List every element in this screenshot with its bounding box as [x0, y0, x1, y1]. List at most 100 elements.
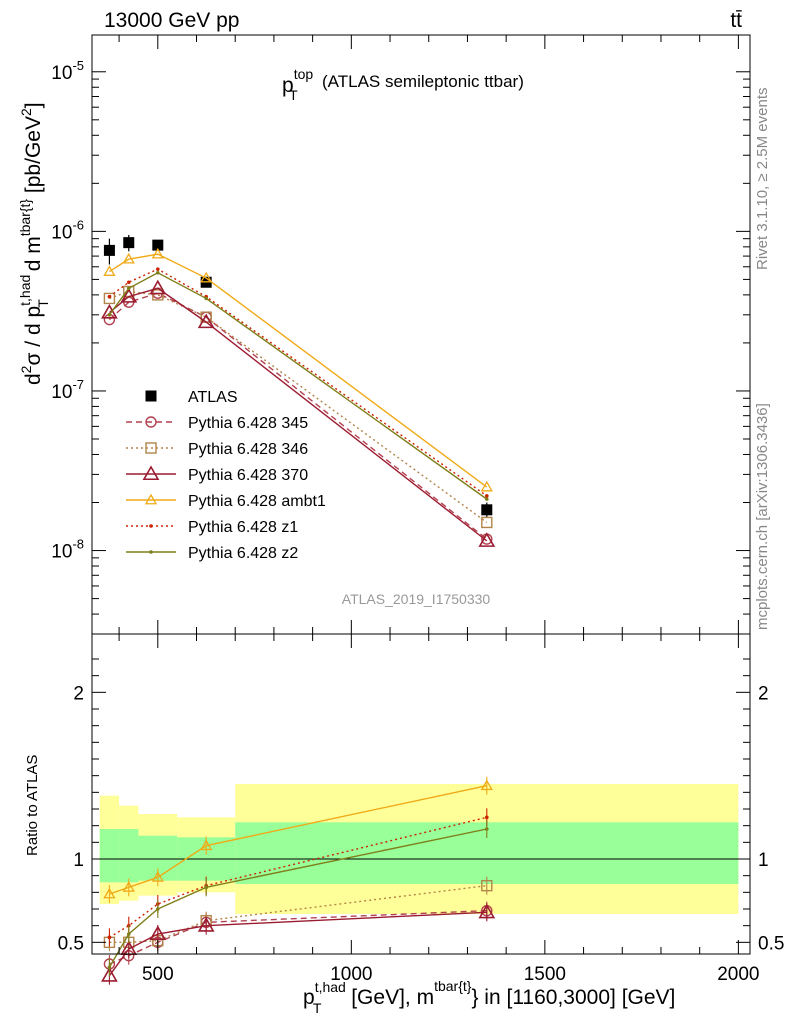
legend-label-p370: Pythia 6.428 370 — [188, 467, 308, 484]
ratio-y-tick-label-right-0.5: 0.5 — [758, 933, 784, 954]
marker-z1-0 — [107, 294, 112, 299]
marker-ATLAS-4 — [481, 504, 493, 516]
legend-label-p346: Pythia 6.428 346 — [188, 441, 308, 458]
marker-p370-4 — [478, 532, 496, 547]
ratio-series-z2 — [107, 820, 489, 977]
legend-marker-p346 — [145, 442, 157, 454]
series-p346 — [103, 285, 493, 529]
marker-p370-2 — [149, 279, 167, 295]
marker-z2-3 — [204, 296, 208, 301]
legend-marker-p345 — [145, 416, 157, 428]
ratio-marker-ambt1-1 — [122, 881, 135, 892]
axes-ticks: 500 1000 1500 2000 10-8 10-7 10-6 10-5 0.5 0.5 1 1 2… — [51, 35, 784, 985]
ratio-marker-z1-4 — [485, 815, 489, 820]
ratio-line-p345 — [109, 909, 487, 965]
legend-entry-z1: Pythia 6.428 z1 — [126, 519, 298, 536]
marker-p346-0 — [103, 292, 116, 305]
plot-title: ptop T — [282, 66, 313, 103]
marker-z2-1 — [126, 286, 131, 291]
ratio-y-tick-label-right-2: 2 — [758, 683, 769, 704]
main-y-tick-label--7: 10-7 — [51, 377, 84, 403]
series-p370 — [101, 279, 496, 547]
legend-label-p345: Pythia 6.428 345 — [188, 415, 308, 432]
ratio-line-z1 — [109, 816, 487, 938]
marker-z2-0 — [107, 313, 112, 317]
marker-ATLAS-0 — [103, 244, 115, 256]
series-line-p346 — [109, 290, 488, 524]
ratio-marker-p370-4 — [478, 903, 496, 919]
ratio-marker-z2-3 — [204, 885, 208, 890]
analysis-id-label: ATLAS_2019_I1750330 — [342, 591, 491, 607]
ratio-marker-ambt1-2 — [151, 871, 164, 882]
ratio-marker-z2-0 — [107, 965, 112, 970]
ratio-line-p346 — [109, 884, 487, 944]
ratio-series-ambt1 — [103, 776, 493, 903]
ratio-marker-z2-1 — [126, 932, 131, 936]
marker-p370-1 — [120, 288, 138, 303]
marker-p346-2 — [152, 289, 164, 301]
marker-p370-3 — [197, 313, 215, 329]
legend-entry-ATLAS: ATLAS — [145, 389, 238, 406]
ratio-marker-p346-4 — [481, 879, 493, 892]
ratio-plot-panel — [92, 776, 750, 985]
series-line-z1 — [108, 268, 488, 497]
ratio-y-axis-label: Ratio to ATLAS — [24, 755, 41, 856]
marker-z1-1 — [126, 280, 131, 285]
series-line-z2 — [108, 272, 488, 500]
marker-z2-2 — [156, 271, 160, 275]
ratio-y-tick-label-1: 1 — [73, 850, 84, 871]
ratio-marker-z1-0 — [107, 935, 112, 940]
marker-ambt1-0 — [103, 265, 116, 276]
marker-z1-2 — [156, 267, 160, 271]
ratio-marker-ambt1-3 — [200, 839, 213, 851]
marker-p346-4 — [481, 516, 493, 529]
ratio-marker-p370-3 — [197, 917, 215, 932]
legend-marker-ATLAS — [145, 390, 157, 402]
marker-ambt1-1 — [122, 252, 135, 264]
marker-ambt1-3 — [200, 271, 213, 283]
series-line-ambt1 — [109, 253, 488, 488]
x-tick-label-1000: 1000 — [330, 964, 372, 985]
marker-ATLAS-2 — [152, 239, 164, 251]
plot-title-suffix: (ATLAS semileptonic ttbar) — [322, 72, 524, 91]
ratio-marker-p370-0 — [101, 967, 118, 982]
legend-label-z1: Pythia 6.428 z1 — [188, 519, 298, 536]
marker-ATLAS-1 — [123, 237, 135, 249]
legend-entry-p370: Pythia 6.428 370 — [126, 465, 308, 484]
marker-ambt1-2 — [151, 247, 164, 259]
main-y-tick-label--5: 10-5 — [51, 58, 84, 84]
x-tick-label-1500: 1500 — [524, 964, 566, 985]
legend-entry-ambt1: Pythia 6.428 ambt1 — [126, 493, 326, 510]
legend-entry-z2: Pythia 6.428 z2 — [126, 545, 298, 562]
legend-entry-p345: Pythia 6.428 345 — [126, 415, 308, 432]
ratio-y-tick-label-right-1: 1 — [758, 850, 769, 871]
ratio-marker-ambt1-0 — [103, 887, 116, 899]
legend: ATLAS Pythia 6.428 345 Pythia 6.428 346 Pyt… — [126, 389, 326, 562]
series-z1 — [107, 267, 489, 498]
ratio-marker-p370-2 — [149, 925, 167, 941]
legend-marker-z1 — [149, 524, 153, 528]
main-y-tick-label--6: 10-6 — [51, 217, 84, 243]
legend-label-ambt1: Pythia 6.428 ambt1 — [188, 493, 326, 510]
ratio-y-tick-label-0.5: 0.5 — [58, 933, 84, 954]
series-z2 — [107, 271, 489, 501]
marker-z2-4 — [485, 497, 489, 501]
series-ambt1 — [103, 247, 493, 492]
ratio-band-green-1 — [119, 829, 139, 883]
legend-label-z2: Pythia 6.428 z2 — [188, 545, 298, 562]
header-energy-label: 13000 GeV pp — [104, 9, 239, 32]
legend-marker-ambt1 — [144, 493, 158, 505]
marker-z1-4 — [485, 494, 489, 498]
ratio-marker-z2-4 — [485, 827, 489, 831]
ratio-y-tick-label-2: 2 — [73, 683, 84, 704]
legend-marker-p370 — [142, 465, 160, 481]
x-tick-label-2000: 2000 — [717, 964, 759, 985]
main-y-axis-label: d2σ / d pt,had T d mtbar{t} [pb/GeV2] — [17, 102, 51, 385]
legend-label-ATLAS: ATLAS — [188, 389, 238, 406]
main-plot-panel — [101, 234, 496, 547]
legend-marker-z2 — [149, 550, 153, 554]
header-process-label: tt̄ — [730, 9, 742, 32]
rivet-version-label: Rivet 3.1.10, ≥ 2.5M events — [754, 88, 771, 271]
main-y-tick-label--8: 10-8 — [51, 537, 84, 563]
